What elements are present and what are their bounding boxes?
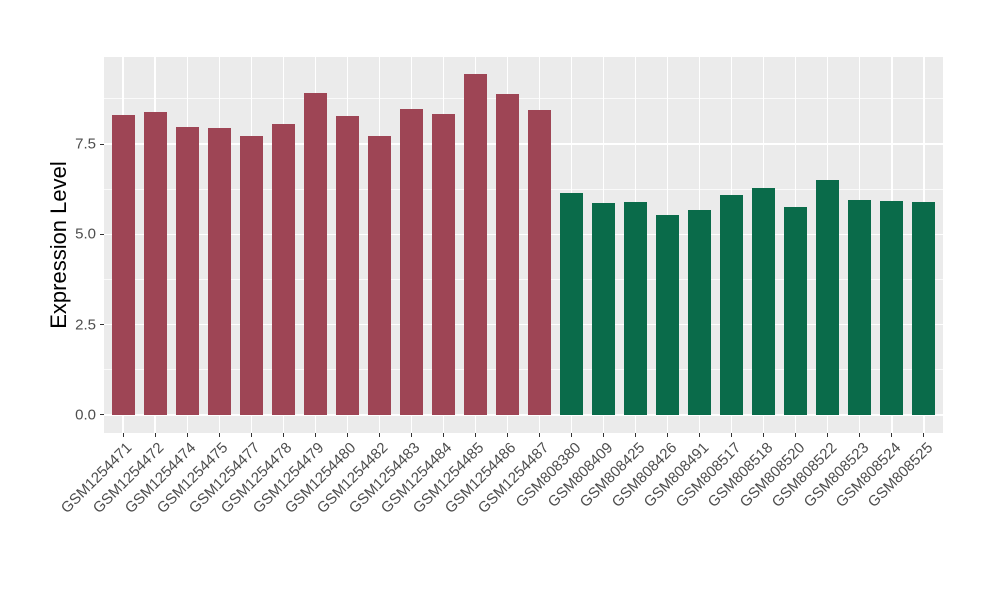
x-tick-mark (186, 433, 188, 437)
x-tick-mark (346, 433, 348, 437)
bar-GSM808409 (592, 203, 616, 415)
x-tick-mark (603, 433, 605, 437)
gridline-minor (104, 279, 943, 280)
bar-GSM1254471 (111, 115, 135, 415)
x-tick-mark (571, 433, 573, 437)
x-tick-mark (282, 433, 284, 437)
x-tick-mark (506, 433, 508, 437)
gridline-major (104, 233, 943, 236)
y-tick-label: 0.0 (75, 406, 96, 424)
bar-GSM1254479 (303, 93, 327, 415)
x-tick-mark (314, 433, 316, 437)
bar-GSM1254483 (399, 109, 423, 415)
bar-GSM1254486 (495, 93, 519, 415)
gridline-major (104, 414, 943, 416)
x-tick-mark (474, 433, 476, 437)
gridline-minor (104, 98, 943, 100)
x-tick-mark (763, 433, 765, 437)
bar-GSM1254487 (527, 110, 552, 415)
bar-GSM1254472 (143, 111, 167, 415)
bar-GSM808425 (624, 201, 648, 415)
x-tick-mark (699, 433, 701, 437)
y-tick-mark (100, 233, 104, 235)
bar-GSM1254475 (207, 128, 231, 415)
x-tick-mark (154, 433, 156, 437)
x-tick-mark (539, 433, 540, 437)
bar-GSM1254480 (335, 115, 359, 415)
x-tick-mark (891, 433, 893, 437)
bar-GSM808524 (880, 200, 904, 415)
bar-GSM1254482 (367, 136, 391, 415)
bar-GSM808520 (784, 207, 808, 415)
x-tick-mark (667, 433, 669, 437)
bar-GSM1254484 (431, 114, 455, 415)
bar-GSM808426 (656, 215, 680, 415)
gridline-major (104, 143, 943, 145)
y-tick-label: 7.5 (75, 135, 96, 153)
bar-GSM1254478 (271, 124, 295, 415)
bar-GSM1254477 (239, 135, 263, 415)
bar-GSM808525 (912, 202, 936, 415)
y-tick-mark (100, 414, 104, 416)
x-tick-mark (635, 433, 637, 437)
bar-GSM808522 (816, 180, 840, 415)
x-tick-mark (923, 433, 925, 437)
plot-panel (104, 57, 943, 433)
x-tick-mark (250, 433, 252, 437)
bar-GSM808517 (720, 194, 744, 415)
gridline-major (104, 323, 943, 326)
x-tick-mark (410, 433, 412, 437)
gridline-minor (104, 369, 943, 371)
x-tick-mark (442, 433, 444, 437)
bar-GSM1254485 (463, 73, 487, 415)
bar-GSM1254474 (175, 126, 199, 415)
y-tick-label: 5.0 (75, 225, 96, 243)
y-tick-mark (100, 324, 104, 326)
y-tick-mark (100, 143, 104, 145)
bar-GSM808380 (560, 192, 584, 415)
x-tick-mark (122, 433, 124, 437)
y-tick-label: 2.5 (75, 316, 96, 334)
expression-level-bar-chart: Expression Level 0.0 2.5 5.0 7.5 GSM1254471 G… (46, 57, 943, 517)
bar-GSM808518 (752, 187, 776, 415)
x-tick-mark (827, 433, 829, 437)
bar-GSM808523 (848, 200, 872, 415)
x-tick-mark (378, 433, 380, 437)
x-tick-mark (795, 433, 797, 437)
gridline-minor (104, 188, 943, 190)
bar-GSM808491 (688, 210, 712, 415)
x-tick-mark (731, 433, 733, 437)
x-tick-mark (859, 433, 861, 437)
x-tick-mark (218, 433, 220, 437)
